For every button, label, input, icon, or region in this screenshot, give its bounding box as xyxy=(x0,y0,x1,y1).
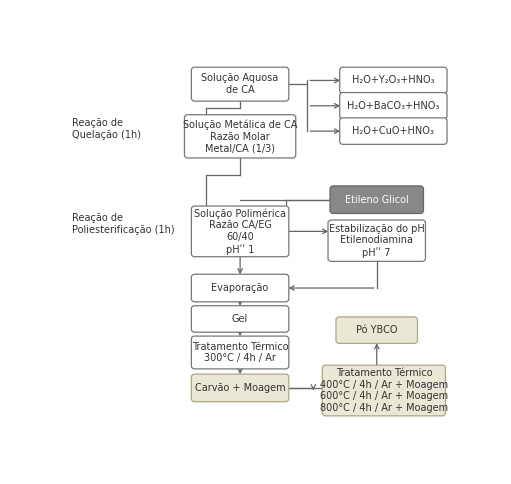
FancyBboxPatch shape xyxy=(328,220,426,261)
FancyBboxPatch shape xyxy=(192,67,289,101)
Text: Solução Metálica de CA
Razão Molar
Metal/CA (1/3): Solução Metálica de CA Razão Molar Metal… xyxy=(183,120,297,153)
Text: Solução Polimérica
Razão CA/EG
60/40
pHʹʹ 1: Solução Polimérica Razão CA/EG 60/40 pHʹ… xyxy=(194,208,286,255)
Text: Solução Aquosa
de CA: Solução Aquosa de CA xyxy=(201,74,278,95)
Text: Tratamento Térmico
300°C / 4h / Ar: Tratamento Térmico 300°C / 4h / Ar xyxy=(192,342,288,363)
FancyBboxPatch shape xyxy=(192,374,289,402)
Text: Estabilização do pH
Etilenodiamina
pHʹʹ 7: Estabilização do pH Etilenodiamina pHʹʹ … xyxy=(329,224,425,258)
Text: H₂O+Y₂O₃+HNO₃: H₂O+Y₂O₃+HNO₃ xyxy=(352,76,435,86)
FancyBboxPatch shape xyxy=(340,92,447,119)
Text: H₂O+BaCO₃+HNO₃: H₂O+BaCO₃+HNO₃ xyxy=(347,101,439,111)
Text: H₂O+CuO+HNO₃: H₂O+CuO+HNO₃ xyxy=(353,126,434,136)
Text: Reação de
Poliesterificação (1h): Reação de Poliesterificação (1h) xyxy=(72,213,174,235)
FancyBboxPatch shape xyxy=(192,274,289,302)
Text: Gel: Gel xyxy=(232,314,248,324)
Text: Pó YBCO: Pó YBCO xyxy=(356,325,398,335)
Text: Reação de
Quelação (1h): Reação de Quelação (1h) xyxy=(72,118,141,140)
FancyBboxPatch shape xyxy=(322,365,446,416)
FancyBboxPatch shape xyxy=(192,306,289,332)
FancyBboxPatch shape xyxy=(330,186,424,213)
Text: Carvão + Moagem: Carvão + Moagem xyxy=(195,383,286,393)
FancyBboxPatch shape xyxy=(184,115,296,158)
FancyBboxPatch shape xyxy=(192,206,289,257)
FancyBboxPatch shape xyxy=(340,67,447,94)
FancyBboxPatch shape xyxy=(336,317,417,343)
Text: Tratamento Térmico
400°C / 4h / Ar + Moagem
600°C / 4h / Ar + Moagem
800°C / 4h : Tratamento Térmico 400°C / 4h / Ar + Moa… xyxy=(320,368,448,413)
FancyBboxPatch shape xyxy=(192,336,289,369)
Text: Etileno Glicol: Etileno Glicol xyxy=(345,195,409,205)
FancyBboxPatch shape xyxy=(340,118,447,144)
Text: Evaporação: Evaporação xyxy=(212,283,269,293)
